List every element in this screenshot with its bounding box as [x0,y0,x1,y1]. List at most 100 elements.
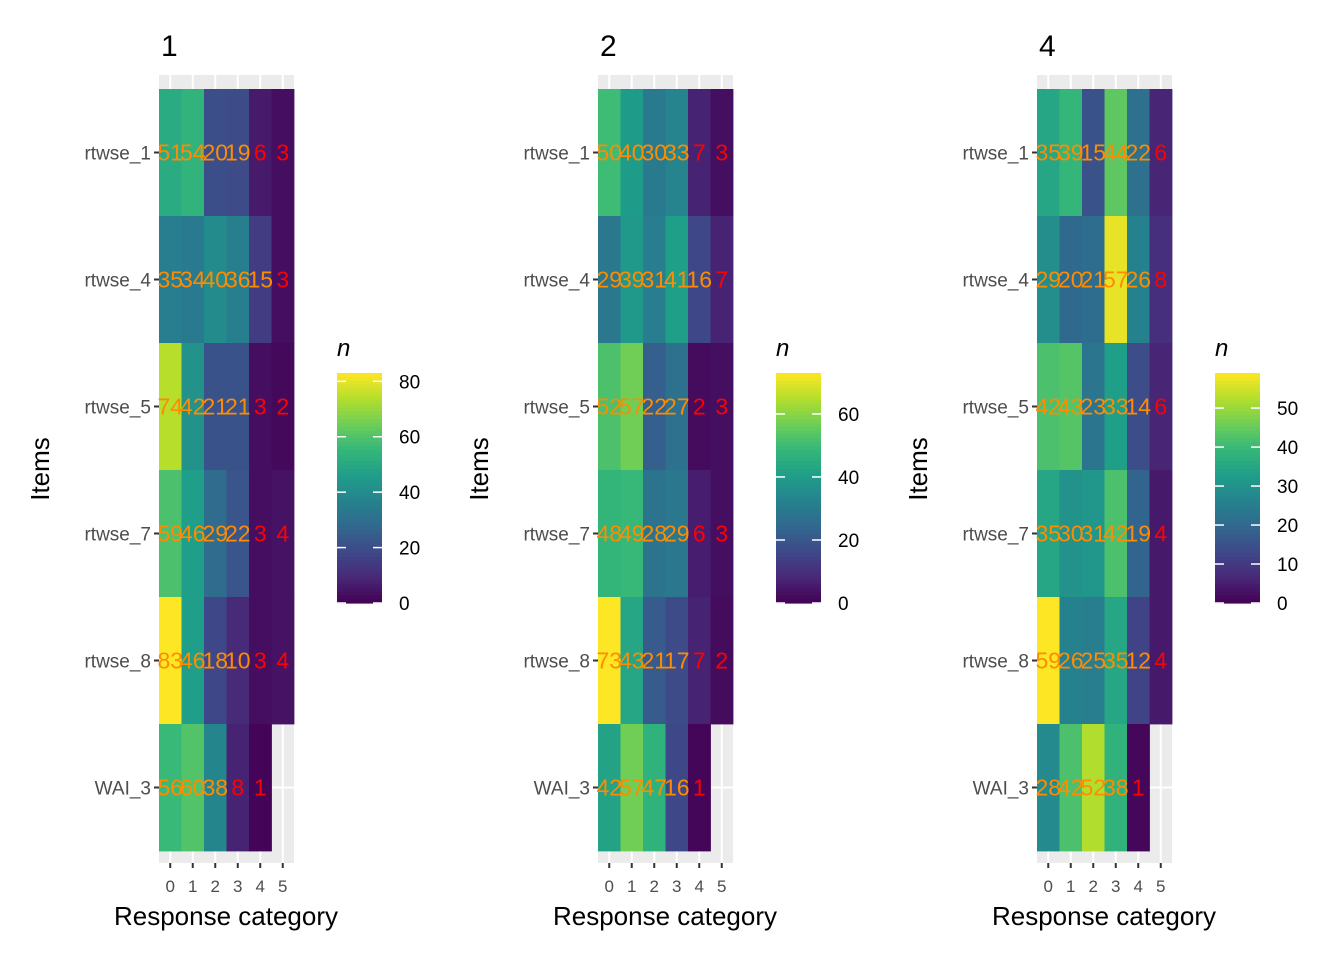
legend-colorbar-segment [337,468,382,474]
x-axis-tick-label: 4 [1134,877,1143,896]
heatmap-tile [665,89,689,217]
legend-colorbar-segment [1215,526,1260,531]
legend-colorbar-segment [1215,484,1260,489]
legend-colorbar-segment [1215,419,1260,424]
cell-value-label: 21 [1080,267,1106,293]
cell-value-label: 33 [664,140,690,166]
heatmap-tile [1082,343,1105,471]
x-axis-tick-label: 3 [233,877,242,896]
legend-colorbar-segment [337,499,382,504]
cell-value-label: 21 [202,394,228,420]
heatmap-tile [1059,343,1083,471]
x-axis-title: Response category [114,901,338,931]
legend-colorbar-segment [337,507,382,512]
legend-tick-label: 20 [1277,516,1298,537]
cell-value-label: 26 [1058,648,1084,674]
heatmap-tile [598,724,621,852]
heatmap-tile [159,89,182,217]
legend-colorbar-segment [776,545,821,550]
heatmap-tile [1059,470,1083,598]
legend-colorbar-segment [337,511,382,516]
y-axis-tick-label: rtwse_1 [962,144,1029,165]
cell-value-label: 16 [664,775,690,801]
legend-colorbar-segment [337,557,382,562]
cell-value-label: 30 [641,140,667,166]
cell-value-label: 3 [276,140,289,166]
heatmap-tile [665,724,689,852]
cell-value-label: 15 [1080,140,1106,166]
legend-tick-label: 40 [399,483,420,504]
legend-colorbar-segment [776,407,821,412]
heatmap-tile [665,597,689,725]
cell-value-label: 3 [254,648,267,674]
heatmap-tile [620,343,644,471]
heatmap-tile [181,724,205,852]
legend-colorbar-segment [337,442,382,447]
cell-value-label: 6 [1154,394,1167,420]
cell-value-label: 42 [596,775,622,801]
legend-colorbar-segment [1215,499,1260,504]
cell-value-label: 38 [202,775,228,801]
heatmap-tile [1127,343,1150,471]
legend-colorbar-segment [776,580,821,585]
legend-colorbar-segment [776,511,821,516]
x-axis-tick-label: 1 [1066,877,1075,896]
legend-colorbar-segment [337,491,382,497]
cell-value-label: 2 [693,394,706,420]
heatmap-tile [1104,89,1128,217]
legend-colorbar-segment [1215,426,1260,432]
legend-colorbar-segment [1215,457,1260,462]
cell-value-label: 12 [1125,648,1151,674]
legend-colorbar-segment [1215,380,1260,386]
heatmap-tile [710,216,734,344]
legend-colorbar-segment [337,522,382,527]
cell-value-label: 21 [641,648,667,674]
heatmap-tile [204,597,227,725]
y-axis-tick-label: rtwse_5 [523,398,590,419]
legend-tick-label: 10 [1277,555,1298,576]
legend-colorbar-segment [776,449,821,455]
heatmap-tile [665,343,689,471]
cell-value-label: 20 [202,140,228,166]
legend-colorbar-segment [776,403,821,409]
legend-colorbar-segment [337,599,382,604]
legend-colorbar-segment [776,583,821,589]
heatmap-tile [204,343,227,471]
heatmap-tile [620,470,644,598]
cell-value-label: 49 [619,521,645,547]
cell-value-label: 42 [1103,521,1129,547]
legend-colorbar-segment [337,422,382,428]
legend-colorbar-segment [776,480,821,485]
legend-colorbar-segment [337,541,382,547]
legend-colorbar-segment [776,491,821,497]
cell-value-label: 20 [1058,267,1084,293]
cell-value-label: 57 [619,775,645,801]
heatmap-tile [1082,89,1105,217]
legend-colorbar-segment [776,576,821,581]
legend-colorbar-segment [1215,415,1260,420]
legend-colorbar-segment [1215,557,1260,562]
heatmap-tile [1127,216,1150,344]
legend-colorbar-segment [776,373,821,378]
heatmap-tile [1149,216,1173,344]
legend-colorbar-segment [337,380,382,386]
heatmap-tile [159,597,182,725]
legend-colorbar-segment [776,476,821,481]
legend-colorbar-segment [337,591,382,596]
cell-value-label: 51 [157,140,183,166]
legend-colorbar-segment [337,534,382,539]
cell-value-label: 1 [693,775,706,801]
legend-colorbar-segment [337,564,382,570]
cell-value-label: 7 [715,267,728,293]
heatmap-tile [620,597,644,725]
heatmap-tile [1127,724,1150,852]
cell-value-label: 6 [1154,140,1167,166]
y-axis-tick-label: WAI_3 [95,779,151,800]
heatmap-tile [271,470,295,598]
y-axis-title: Items [903,437,933,501]
legend-tick-label: 80 [399,372,420,393]
cell-value-label: 8 [1154,267,1167,293]
cell-value-label: 39 [1058,140,1084,166]
